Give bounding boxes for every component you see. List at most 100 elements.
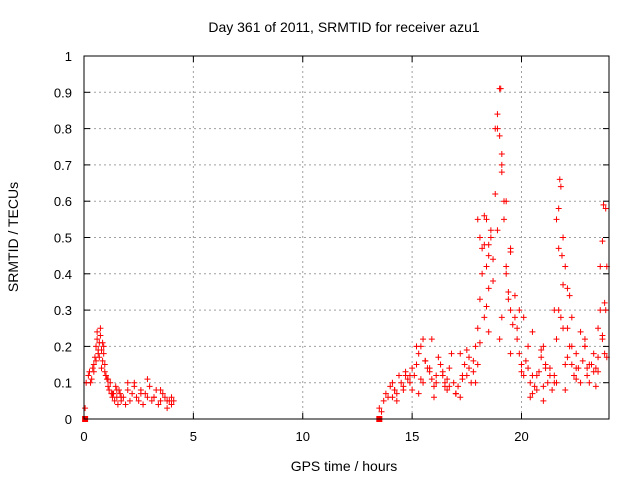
data-point [470, 368, 477, 375]
data-point [155, 401, 162, 408]
data-point [536, 368, 542, 375]
data-point [474, 216, 481, 223]
data-point [602, 205, 609, 212]
data-point [599, 238, 606, 245]
data-point [553, 216, 560, 223]
x-tick-label: 15 [405, 429, 419, 444]
x-tick-label: 10 [296, 429, 310, 444]
data-point [577, 379, 584, 386]
data-point [444, 376, 451, 383]
data-point [546, 365, 553, 372]
data-point [164, 397, 171, 404]
data-point [483, 303, 490, 310]
data-point [501, 198, 507, 205]
data-point [527, 379, 534, 386]
data-point [101, 368, 108, 375]
data-point [164, 405, 171, 412]
data-point [94, 336, 101, 343]
data-point [529, 328, 536, 335]
data-point [389, 394, 396, 401]
data-point [527, 394, 534, 401]
data-point [452, 390, 459, 397]
data-point [533, 372, 540, 379]
data-point [396, 372, 402, 379]
data-point [592, 365, 599, 372]
data-point [514, 325, 521, 332]
data-point [131, 383, 138, 390]
data-point [428, 336, 435, 343]
data-point [590, 350, 597, 357]
data-point [100, 343, 107, 350]
data-point [581, 336, 588, 343]
data-point [586, 361, 593, 368]
data-point [595, 354, 602, 361]
data-point [144, 394, 151, 401]
data-point [402, 372, 409, 379]
data-point [146, 383, 153, 390]
data-point [88, 376, 95, 383]
data-point [516, 350, 523, 357]
data-point [556, 176, 563, 183]
data-point [87, 379, 94, 386]
grid [84, 56, 609, 419]
data-point [107, 379, 114, 386]
data-point [457, 394, 464, 401]
data-point [133, 394, 140, 401]
data-point [97, 325, 104, 332]
data-point [93, 357, 100, 364]
data-point [509, 321, 516, 328]
data-point [525, 365, 532, 372]
data-point [564, 285, 571, 292]
data-point [498, 314, 505, 321]
data-point [148, 397, 155, 404]
data-point [422, 357, 429, 364]
data-point [571, 372, 577, 379]
data-point [444, 386, 451, 393]
data-point [463, 347, 470, 354]
data-point [498, 169, 505, 176]
data-point [542, 361, 549, 368]
data-point [389, 379, 396, 386]
data-point [584, 372, 591, 379]
data-point [161, 394, 168, 401]
data-point [496, 336, 503, 343]
data-point [597, 263, 604, 270]
data-point [404, 376, 411, 383]
data-point [529, 390, 536, 397]
data-point [507, 307, 514, 314]
data-point [485, 328, 492, 335]
data-point [406, 379, 413, 386]
data-point [113, 386, 120, 393]
data-point [151, 394, 157, 401]
data-point [540, 383, 547, 390]
data-point [470, 357, 477, 364]
data-point [391, 386, 398, 393]
data-point [380, 397, 387, 404]
data-point [461, 361, 468, 368]
data-point [490, 256, 497, 263]
data-point [137, 390, 144, 397]
data-point [507, 249, 514, 256]
data-point [466, 365, 472, 372]
data-point [538, 354, 545, 361]
data-point [533, 386, 540, 393]
y-tick-label: 0.5 [54, 231, 72, 246]
data-point [586, 379, 593, 386]
data-point [474, 361, 481, 368]
data-point [600, 201, 607, 208]
data-point [413, 361, 420, 368]
data-point [157, 386, 164, 393]
data-point [415, 390, 422, 397]
plot-frame [83, 55, 610, 420]
data-point [496, 132, 503, 139]
data-point [511, 314, 518, 321]
data-point [492, 190, 499, 197]
data-point [90, 368, 97, 375]
data-point [428, 376, 435, 383]
data-point [93, 343, 100, 350]
data-point [433, 379, 440, 386]
data-point [144, 376, 151, 383]
data-point [497, 85, 504, 92]
data-point [413, 343, 420, 350]
